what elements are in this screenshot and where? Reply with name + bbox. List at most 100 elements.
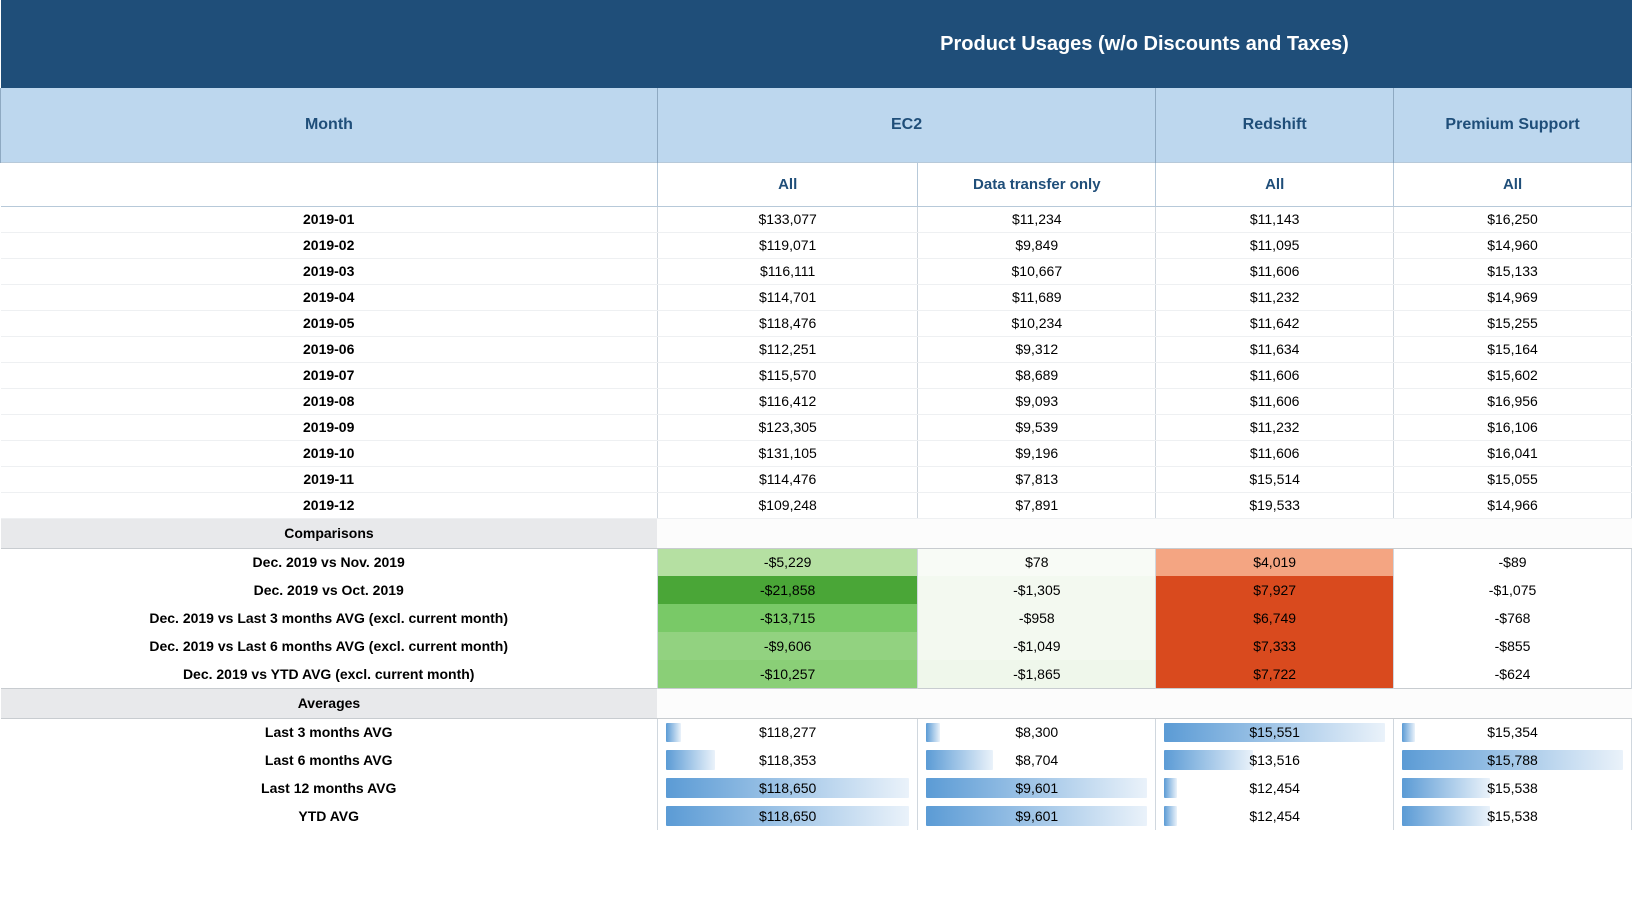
page-title: Product Usages (w/o Discounts and Taxes) xyxy=(657,0,1631,88)
table-row: 2019-12$109,248$7,891$19,533$14,966 xyxy=(1,492,1632,518)
cell-ec2-dto: $9,849 xyxy=(918,232,1156,258)
section-label: Comparisons xyxy=(1,518,658,548)
comparison-cell: $7,333 xyxy=(1156,632,1394,660)
data-bar: $15,538 xyxy=(1402,806,1623,826)
cell-ec2-dto: $10,234 xyxy=(918,310,1156,336)
cell-ec2-dto: $7,813 xyxy=(918,466,1156,492)
header-ec2-dto: Data transfer only xyxy=(918,162,1156,206)
cell-ec2-all: $114,476 xyxy=(657,466,917,492)
month-label: 2019-07 xyxy=(1,362,658,388)
cell-ec2-all: $131,105 xyxy=(657,440,917,466)
average-row: YTD AVG $118,650 $9,601 $12,454 $15,538 xyxy=(1,802,1632,830)
cell-premium: $15,164 xyxy=(1394,336,1632,362)
average-row: Last 12 months AVG$118,650$9,601$12,454$… xyxy=(1,774,1632,802)
average-value: $15,788 xyxy=(1402,752,1623,768)
average-value: $13,516 xyxy=(1164,752,1385,768)
data-bar: $9,601 xyxy=(926,806,1147,826)
average-cell: $118,650 xyxy=(657,774,917,802)
average-value: $15,551 xyxy=(1164,724,1385,740)
month-label: 2019-10 xyxy=(1,440,658,466)
cell-redshift: $11,634 xyxy=(1156,336,1394,362)
data-bar: $15,551 xyxy=(1164,723,1385,743)
comparison-cell: -$1,865 xyxy=(918,660,1156,688)
average-cell: $15,551 xyxy=(1156,718,1394,746)
average-value: $15,538 xyxy=(1402,780,1623,796)
average-value: $12,454 xyxy=(1164,808,1385,824)
comparison-cell: $7,722 xyxy=(1156,660,1394,688)
cell-redshift: $11,606 xyxy=(1156,388,1394,414)
month-label: 2019-02 xyxy=(1,232,658,258)
data-bar: $12,454 xyxy=(1164,806,1385,826)
data-bar: $118,650 xyxy=(666,806,909,826)
header-row-2: AllData transfer onlyAllAll xyxy=(1,162,1632,206)
average-label: YTD AVG xyxy=(1,802,658,830)
data-bar: $12,454 xyxy=(1164,778,1385,798)
cell-redshift: $11,642 xyxy=(1156,310,1394,336)
cell-premium: $15,055 xyxy=(1394,466,1632,492)
comparison-label: Dec. 2019 vs YTD AVG (excl. current mont… xyxy=(1,660,658,688)
comparison-row: Dec. 2019 vs YTD AVG (excl. current mont… xyxy=(1,660,1632,688)
comparison-cell: -$768 xyxy=(1394,604,1632,632)
comparison-cell: $4,019 xyxy=(1156,548,1394,576)
table-row: 2019-01$133,077$11,234$11,143$16,250 xyxy=(1,206,1632,232)
cell-redshift: $11,606 xyxy=(1156,258,1394,284)
cell-ec2-all: $112,251 xyxy=(657,336,917,362)
cell-redshift: $11,606 xyxy=(1156,362,1394,388)
header-month-blank xyxy=(1,162,658,206)
data-bar: $15,788 xyxy=(1402,750,1623,770)
average-cell: $15,354 xyxy=(1394,718,1632,746)
title-row: Product Usages (w/o Discounts and Taxes) xyxy=(1,0,1632,88)
table-row: 2019-11$114,476$7,813$15,514$15,055 xyxy=(1,466,1632,492)
cell-ec2-all: $114,701 xyxy=(657,284,917,310)
section-comparisons: Comparisons xyxy=(1,518,1632,548)
cell-premium: $16,250 xyxy=(1394,206,1632,232)
cell-ec2-dto: $7,891 xyxy=(918,492,1156,518)
comparison-cell: -$624 xyxy=(1394,660,1632,688)
comparison-row: Dec. 2019 vs Last 6 months AVG (excl. cu… xyxy=(1,632,1632,660)
data-bar: $8,300 xyxy=(926,723,1147,743)
header-premium: Premium Support xyxy=(1394,88,1632,162)
average-value: $9,601 xyxy=(926,808,1147,824)
month-label: 2019-04 xyxy=(1,284,658,310)
header-redshift: Redshift xyxy=(1156,88,1394,162)
cell-ec2-all: $119,071 xyxy=(657,232,917,258)
month-label: 2019-01 xyxy=(1,206,658,232)
comparison-label: Dec. 2019 vs Last 6 months AVG (excl. cu… xyxy=(1,632,658,660)
comparison-cell: -$1,305 xyxy=(918,576,1156,604)
cell-ec2-dto: $9,093 xyxy=(918,388,1156,414)
comparison-row: Dec. 2019 vs Oct. 2019-$21,858-$1,305$7,… xyxy=(1,576,1632,604)
average-label: Last 12 months AVG xyxy=(1,774,658,802)
cell-redshift: $11,143 xyxy=(1156,206,1394,232)
average-row: Last 3 months AVG$118,277$8,300$15,551$1… xyxy=(1,718,1632,746)
section-label: Averages xyxy=(1,688,658,718)
cell-premium: $15,255 xyxy=(1394,310,1632,336)
cell-premium: $14,960 xyxy=(1394,232,1632,258)
comparison-label: Dec. 2019 vs Nov. 2019 xyxy=(1,548,658,576)
average-label: Last 3 months AVG xyxy=(1,718,658,746)
section-averages: Averages xyxy=(1,688,1632,718)
cell-ec2-dto: $9,196 xyxy=(918,440,1156,466)
cell-redshift: $11,232 xyxy=(1156,414,1394,440)
average-value: $15,538 xyxy=(1402,808,1623,824)
average-cell: $15,788 xyxy=(1394,746,1632,774)
section-blank xyxy=(657,688,1631,718)
table-row: 2019-09$123,305$9,539$11,232$16,106 xyxy=(1,414,1632,440)
header-ec2-all: All xyxy=(657,162,917,206)
usage-table: Product Usages (w/o Discounts and Taxes)… xyxy=(0,0,1632,830)
average-value: $118,650 xyxy=(666,780,909,796)
average-cell: $12,454 xyxy=(1156,802,1394,830)
cell-redshift: $11,095 xyxy=(1156,232,1394,258)
comparison-cell: -$958 xyxy=(918,604,1156,632)
cell-redshift: $15,514 xyxy=(1156,466,1394,492)
comparison-cell: -$1,075 xyxy=(1394,576,1632,604)
comparison-cell: -$89 xyxy=(1394,548,1632,576)
average-value: $118,650 xyxy=(666,808,909,824)
average-value: $118,353 xyxy=(666,752,909,768)
average-cell: $12,454 xyxy=(1156,774,1394,802)
cell-premium: $16,106 xyxy=(1394,414,1632,440)
average-cell: $118,353 xyxy=(657,746,917,774)
table-row: 2019-07$115,570$8,689$11,606$15,602 xyxy=(1,362,1632,388)
month-label: 2019-11 xyxy=(1,466,658,492)
data-bar: $15,354 xyxy=(1402,723,1623,743)
cell-premium: $14,966 xyxy=(1394,492,1632,518)
